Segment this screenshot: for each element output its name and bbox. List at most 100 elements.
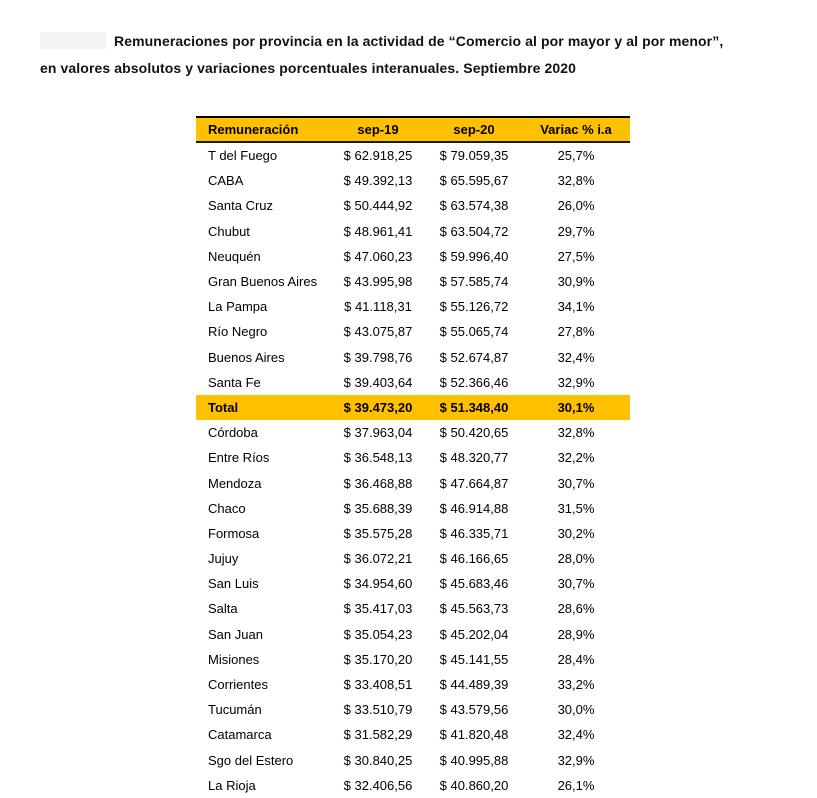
salary-table: Remuneración sep-19 sep-20 Variac % i.a … — [196, 116, 630, 798]
sep20-cell: $ 46.914,88 — [439, 500, 509, 516]
sep20-cell: $ 47.664,87 — [439, 475, 509, 491]
total-row: Total $ 39.473,20 $ 51.348,40 30,1% — [196, 394, 630, 421]
variac-cell: 27,8% — [557, 324, 595, 340]
table-row: La Rioja $ 32.406,56 $ 40.860,20 26,1% — [196, 773, 630, 798]
header-variac: Variac % i.a — [522, 116, 630, 143]
table-row: Santa Cruz $ 50.444,92 $ 63.574,38 26,0% — [196, 193, 630, 218]
sep20-cell: $ 40.995,88 — [439, 752, 509, 768]
variac-cell: 30,9% — [557, 274, 595, 290]
variac-cell: 30,0% — [557, 702, 595, 718]
province-cell: Neuquén — [208, 248, 261, 264]
sep20-cell: $ 46.335,71 — [439, 525, 509, 541]
sep20-cell: $ 50.420,65 — [439, 425, 509, 441]
variac-cell: 32,8% — [557, 425, 595, 441]
sep19-cell: $ 62.918,25 — [343, 148, 413, 164]
header-remuneracion: Remuneración — [196, 116, 330, 143]
variac-cell: 30,7% — [557, 576, 595, 592]
table-row: T del Fuego $ 62.918,25 $ 79.059,35 25,7% — [196, 142, 630, 168]
sep20-cell: $ 51.348,40 — [426, 394, 522, 421]
province-cell: San Luis — [208, 576, 259, 592]
province-cell: Entre Ríos — [208, 450, 270, 466]
sep20-cell: $ 45.202,04 — [439, 626, 509, 642]
province-cell: T del Fuego — [208, 148, 278, 164]
variac-cell: 32,9% — [557, 752, 595, 768]
province-cell: Sgo del Estero — [208, 752, 294, 768]
table-row: San Luis $ 34.954,60 $ 45.683,46 30,7% — [196, 571, 630, 596]
province-cell: Formosa — [208, 525, 260, 541]
sep20-cell: $ 40.860,20 — [439, 777, 509, 793]
variac-cell: 32,9% — [557, 374, 595, 390]
sep20-cell: $ 59.996,40 — [439, 248, 509, 264]
province-cell: Total — [196, 394, 330, 421]
sep19-cell: $ 37.963,04 — [343, 425, 413, 441]
province-cell: Santa Fe — [208, 374, 261, 390]
variac-cell: 30,2% — [557, 525, 595, 541]
province-cell: Catamarca — [208, 727, 272, 743]
table-row: Catamarca $ 31.582,29 $ 41.820,48 32,4% — [196, 722, 630, 747]
variac-cell: 33,2% — [557, 677, 595, 693]
variac-cell: 26,1% — [557, 777, 595, 793]
variac-cell: 28,6% — [557, 601, 595, 617]
province-cell: Tucumán — [208, 702, 262, 718]
header-sep19: sep-19 — [330, 116, 426, 143]
sep19-cell: $ 43.995,98 — [343, 274, 413, 290]
variac-cell: 29,7% — [557, 223, 595, 239]
sep20-cell: $ 55.126,72 — [439, 299, 509, 315]
variac-cell: 34,1% — [557, 299, 595, 315]
table-row: Tucumán $ 33.510,79 $ 43.579,56 30,0% — [196, 697, 630, 722]
sep20-cell: $ 48.320,77 — [439, 450, 509, 466]
sep20-cell: $ 55.065,74 — [439, 324, 509, 340]
sep19-cell: $ 35.575,28 — [343, 525, 413, 541]
variac-cell: 26,0% — [557, 198, 595, 214]
sep19-cell: $ 36.548,13 — [343, 450, 413, 466]
province-cell: Río Negro — [208, 324, 268, 340]
sep20-cell: $ 43.579,56 — [439, 702, 509, 718]
sep19-cell: $ 49.392,13 — [343, 173, 413, 189]
table-row: Corrientes $ 33.408,51 $ 44.489,39 33,2% — [196, 672, 630, 697]
variac-cell: 28,0% — [557, 551, 595, 567]
table-row: Sgo del Estero $ 30.840,25 $ 40.995,88 32,9… — [196, 748, 630, 773]
variac-cell: 25,7% — [557, 148, 595, 164]
province-cell: Corrientes — [208, 677, 268, 693]
province-cell: Córdoba — [208, 425, 258, 441]
sep19-cell: $ 35.054,23 — [343, 626, 413, 642]
sep19-cell: $ 48.961,41 — [343, 223, 413, 239]
variac-cell: 31,5% — [557, 500, 595, 516]
sep19-cell: $ 36.468,88 — [343, 475, 413, 491]
sep20-cell: $ 44.489,39 — [439, 677, 509, 693]
sep19-cell: $ 32.406,56 — [343, 777, 413, 793]
sep20-cell: $ 41.820,48 — [439, 727, 509, 743]
province-cell: Santa Cruz — [208, 198, 274, 214]
table-row: Jujuy $ 36.072,21 $ 46.166,65 28,0% — [196, 546, 630, 571]
table-row: Chaco $ 35.688,39 $ 46.914,88 31,5% — [196, 496, 630, 521]
table-row: Salta $ 35.417,03 $ 45.563,73 28,6% — [196, 596, 630, 621]
province-cell: Salta — [208, 601, 238, 617]
province-cell: Chaco — [208, 500, 246, 516]
sep19-cell: $ 41.118,31 — [344, 299, 412, 315]
title-line-1: Remuneraciones por provincia en la activ… — [114, 33, 724, 49]
table-row: Formosa $ 35.575,28 $ 46.335,71 30,2% — [196, 521, 630, 546]
province-cell: La Rioja — [208, 777, 256, 793]
sep19-cell: $ 36.072,21 — [343, 551, 413, 567]
sep19-cell: $ 35.417,03 — [343, 601, 413, 617]
sep19-cell: $ 30.840,25 — [343, 752, 413, 768]
sep20-cell: $ 52.674,87 — [439, 349, 509, 365]
table-row: Misiones $ 35.170,20 $ 45.141,55 28,4% — [196, 647, 630, 672]
sep19-cell: $ 43.075,87 — [343, 324, 413, 340]
province-cell: La Pampa — [208, 299, 268, 315]
table-row: La Pampa $ 41.118,31 $ 55.126,72 34,1% — [196, 294, 630, 319]
page-title: Remuneraciones por provincia en la activ… — [40, 28, 788, 82]
province-cell: San Juan — [208, 626, 263, 642]
redacted-label — [40, 32, 106, 49]
sep19-cell: $ 35.170,20 — [343, 651, 413, 667]
sep19-cell: $ 39.798,76 — [343, 349, 413, 365]
table-header-row: Remuneración sep-19 sep-20 Variac % i.a — [196, 116, 630, 143]
sep20-cell: $ 52.366,46 — [439, 374, 509, 390]
table-row: Santa Fe $ 39.403,64 $ 52.366,46 32,9% — [196, 370, 630, 395]
variac-cell: 30,7% — [557, 475, 595, 491]
sep20-cell: $ 63.574,38 — [439, 198, 509, 214]
table-row: Chubut $ 48.961,41 $ 63.504,72 29,7% — [196, 219, 630, 244]
table-row: Mendoza $ 36.468,88 $ 47.664,87 30,7% — [196, 470, 630, 495]
variac-cell: 32,4% — [557, 727, 595, 743]
province-cell: Misiones — [208, 651, 260, 667]
